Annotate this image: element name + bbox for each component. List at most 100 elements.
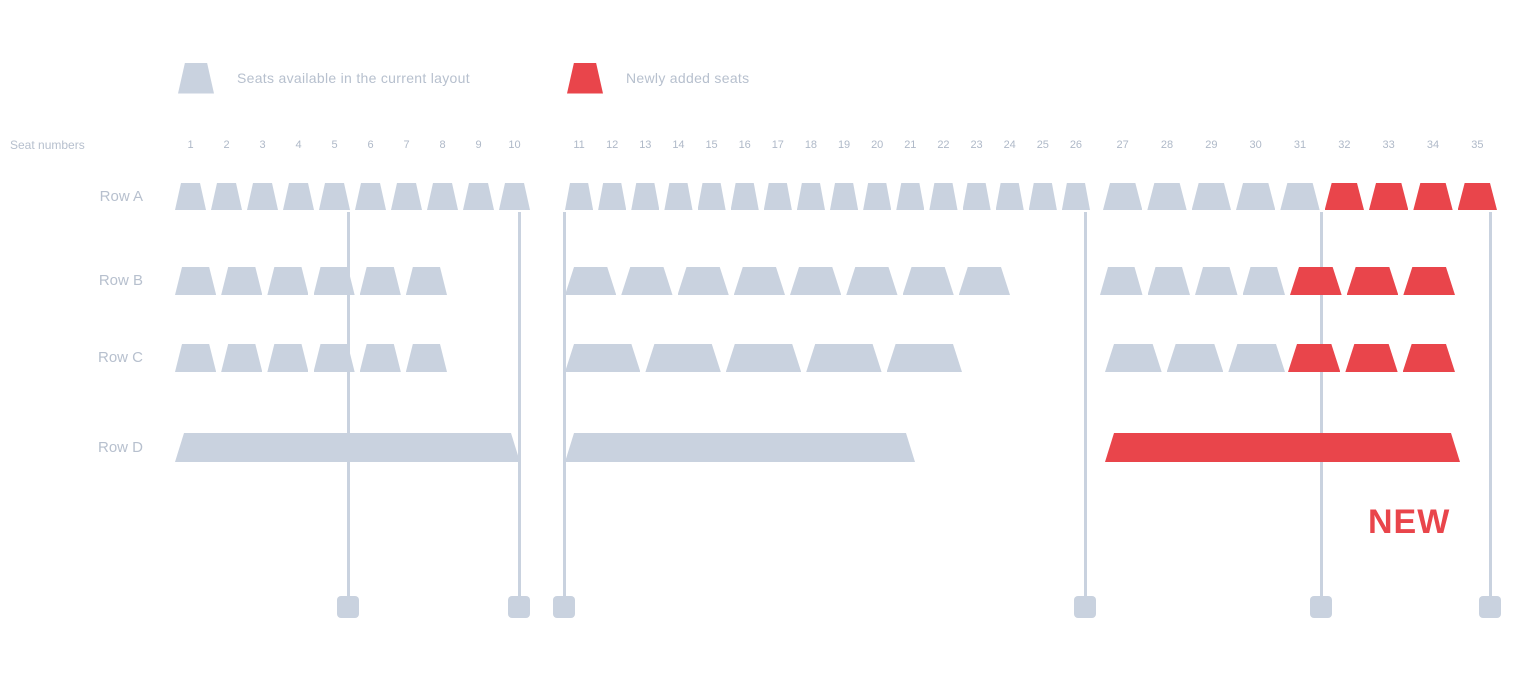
seat bbox=[360, 344, 401, 372]
seat bbox=[319, 183, 350, 210]
seat bbox=[221, 267, 262, 295]
divider-line bbox=[346, 212, 350, 596]
column-header: 21 bbox=[904, 139, 917, 151]
seat bbox=[996, 183, 1024, 210]
seat bbox=[726, 344, 801, 372]
column-header: 23 bbox=[970, 139, 983, 151]
seat bbox=[806, 344, 881, 372]
column-header: 35 bbox=[1471, 139, 1484, 151]
seat bbox=[565, 344, 640, 372]
seat bbox=[406, 344, 447, 372]
seat-icon bbox=[567, 63, 603, 94]
seat bbox=[406, 267, 447, 295]
seat bbox=[1062, 183, 1090, 210]
seat bbox=[360, 267, 401, 295]
seat bbox=[1195, 267, 1238, 295]
column-header: 6 bbox=[367, 139, 374, 151]
section-marker bbox=[508, 596, 530, 618]
column-header: 4 bbox=[295, 139, 302, 151]
seat bbox=[963, 183, 991, 210]
seat bbox=[959, 267, 1010, 295]
column-header: 2 bbox=[223, 139, 230, 151]
legend-label-new: Newly added seats bbox=[626, 70, 750, 86]
seat bbox=[887, 344, 962, 372]
seat bbox=[221, 344, 262, 372]
seat-new bbox=[1458, 183, 1497, 210]
section-marker bbox=[1310, 596, 1332, 618]
seat bbox=[1105, 344, 1162, 372]
seat bbox=[1167, 344, 1224, 372]
seat bbox=[283, 183, 314, 210]
section-marker bbox=[337, 596, 359, 618]
seat-new bbox=[1105, 433, 1460, 462]
seat-icon bbox=[178, 63, 214, 94]
seat bbox=[1029, 183, 1057, 210]
seat bbox=[427, 183, 458, 210]
seat-new bbox=[1369, 183, 1408, 210]
axis-label: Seat numbers bbox=[10, 138, 85, 152]
seat bbox=[565, 267, 616, 295]
column-header: 34 bbox=[1426, 139, 1440, 151]
column-header: 26 bbox=[1069, 139, 1083, 151]
seat bbox=[790, 267, 841, 295]
row-label: Row D bbox=[97, 438, 143, 456]
seat-new bbox=[1325, 183, 1364, 210]
seat bbox=[175, 267, 216, 295]
divider-line bbox=[517, 212, 521, 596]
seat bbox=[1228, 344, 1285, 372]
seat bbox=[903, 267, 954, 295]
column-header: 28 bbox=[1160, 139, 1174, 151]
column-header: 1 bbox=[187, 139, 194, 151]
seat bbox=[846, 267, 897, 295]
seat bbox=[1103, 183, 1142, 210]
column-header: 22 bbox=[937, 139, 950, 151]
seat bbox=[267, 344, 308, 372]
seat-new bbox=[1403, 267, 1455, 295]
seat bbox=[391, 183, 422, 210]
column-header: 12 bbox=[606, 139, 619, 151]
column-header: 7 bbox=[403, 139, 410, 151]
divider-line bbox=[1488, 212, 1492, 596]
row-label: Row C bbox=[97, 349, 143, 366]
seat bbox=[175, 433, 520, 462]
seat-new bbox=[1347, 267, 1399, 295]
seat bbox=[731, 183, 759, 210]
seat bbox=[1280, 183, 1319, 210]
column-header: 25 bbox=[1036, 139, 1049, 151]
column-header: 19 bbox=[837, 139, 851, 151]
section-marker bbox=[1074, 596, 1096, 618]
seat bbox=[1243, 267, 1286, 295]
column-header: 18 bbox=[804, 139, 818, 151]
seat-new bbox=[1413, 183, 1452, 210]
column-header: 33 bbox=[1382, 139, 1395, 151]
column-header: 13 bbox=[639, 139, 652, 151]
seat bbox=[355, 183, 386, 210]
row-label: Row B bbox=[98, 272, 143, 289]
column-header: 31 bbox=[1293, 139, 1307, 151]
column-header: 24 bbox=[1003, 139, 1016, 151]
column-header: 9 bbox=[475, 139, 482, 151]
seat bbox=[175, 344, 216, 372]
column-header: 20 bbox=[871, 139, 884, 151]
seat-new bbox=[1345, 344, 1397, 372]
seat bbox=[175, 183, 206, 210]
new-badge: NEW bbox=[1368, 503, 1451, 541]
column-header: 15 bbox=[705, 139, 718, 151]
seat bbox=[621, 267, 672, 295]
seat bbox=[797, 183, 825, 210]
seat bbox=[664, 183, 692, 210]
seat bbox=[267, 267, 308, 295]
column-header: 32 bbox=[1338, 139, 1351, 151]
seat bbox=[247, 183, 278, 210]
seat bbox=[678, 267, 729, 295]
column-header: 16 bbox=[738, 139, 751, 151]
seat bbox=[565, 433, 915, 462]
divider-line bbox=[1083, 212, 1087, 596]
legend-item-existing: Seats available in the current layout bbox=[178, 61, 470, 95]
seat bbox=[463, 183, 494, 210]
column-header: 3 bbox=[259, 139, 266, 151]
seat bbox=[1148, 267, 1191, 295]
seat bbox=[929, 183, 957, 210]
column-header: 8 bbox=[439, 139, 446, 151]
